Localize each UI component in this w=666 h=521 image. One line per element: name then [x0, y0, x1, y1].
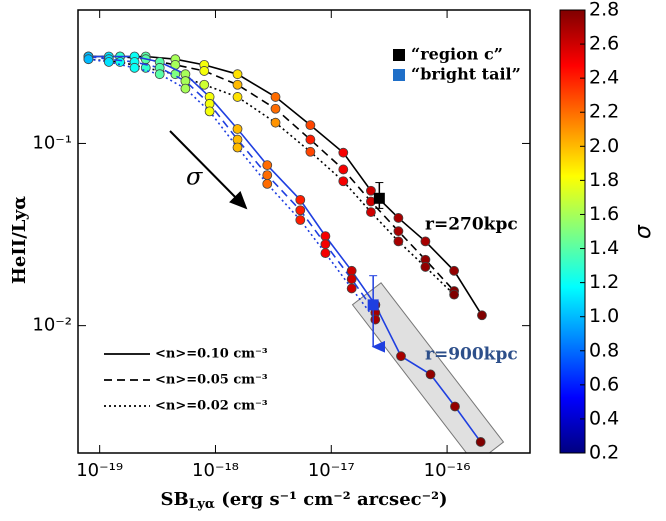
model-point — [346, 283, 357, 294]
model-point — [477, 310, 487, 321]
model-point — [450, 401, 460, 412]
colorbar-tick-label: 2.4 — [589, 67, 619, 89]
y-axis-label: HeII/Lyα — [9, 196, 30, 284]
model-point — [305, 146, 316, 157]
legend-label: <n>=0.10 cm⁻³ — [155, 347, 268, 362]
model-point — [262, 178, 273, 189]
model-label: r=900kpc — [425, 345, 518, 365]
model-point — [305, 120, 316, 131]
x-tick-label: 10⁻¹⁸ — [192, 460, 239, 481]
colorbar-tick-label: 2.0 — [589, 135, 619, 157]
colorbar — [559, 9, 586, 454]
model-point — [420, 236, 431, 247]
model-point — [295, 215, 306, 225]
x-tick-label: 10⁻¹⁶ — [424, 460, 471, 481]
model-point — [475, 437, 486, 447]
x-label-sub: Lyα — [189, 497, 215, 512]
model-point — [320, 248, 331, 259]
legend-label: <n>=0.05 cm⁻³ — [155, 373, 268, 388]
model-line — [88, 58, 376, 321]
model-point — [346, 265, 357, 276]
model-point — [338, 147, 349, 158]
model-point — [320, 231, 331, 242]
sigma-arrow — [169, 130, 248, 210]
colorbar-tick-label: 1.6 — [589, 203, 619, 225]
colorbar-tick-label: 0.6 — [589, 373, 619, 395]
model-point — [232, 92, 243, 102]
colorbar-tick-label: 1.4 — [589, 237, 619, 259]
model-point — [103, 57, 114, 67]
legend-swatch — [393, 69, 405, 81]
model-point — [425, 369, 436, 380]
model-point — [338, 176, 349, 187]
model-point — [232, 79, 243, 90]
model-point — [83, 54, 94, 65]
model-point — [393, 213, 404, 223]
model-point — [366, 207, 376, 217]
y-tick-label: 10⁻¹ — [32, 132, 72, 153]
x-label-main: SB — [160, 489, 188, 510]
sigma-annotation: σ — [186, 163, 203, 191]
x-label-rest: (erg s⁻¹ cm⁻² arcsec⁻²) — [215, 489, 448, 510]
model-point — [232, 124, 243, 134]
model-point — [199, 79, 210, 90]
model-point — [295, 194, 306, 205]
model-point — [154, 69, 165, 80]
model-label: r=270kpc — [425, 215, 518, 235]
model-point — [199, 66, 210, 76]
plot-frame — [77, 9, 531, 454]
model-line — [88, 55, 483, 316]
legend-swatch — [393, 49, 405, 61]
colorbar-tick-label: 0.8 — [589, 339, 619, 361]
colorbar-tick-label: 1.2 — [589, 271, 619, 293]
colorbar-tick-label: 2.2 — [589, 101, 619, 123]
model-point — [370, 314, 381, 325]
x-tick-label: 10⁻¹⁹ — [76, 460, 123, 481]
model-point — [338, 164, 349, 175]
model-point — [393, 236, 404, 247]
model-point — [346, 274, 357, 285]
x-tick-label: 10⁻¹⁷ — [308, 460, 355, 481]
colorbar-tick-label: 2.6 — [589, 33, 619, 55]
y-tick-label: 10⁻² — [32, 315, 72, 336]
model-point — [396, 351, 406, 362]
model-point — [262, 170, 273, 181]
model-point — [295, 205, 306, 216]
colorbar-tick-label: 0.4 — [589, 407, 619, 429]
colorbar-tick-label: 1.8 — [589, 169, 619, 191]
observation-marker — [373, 192, 385, 204]
model-point — [129, 62, 140, 73]
legend-label: “region c” — [411, 45, 503, 64]
model-point — [270, 117, 281, 128]
model-point — [232, 142, 243, 153]
legend-label: “bright tail” — [411, 65, 521, 84]
colorbar-tick-label: 1.0 — [589, 305, 619, 327]
colorbar-tick-label: 2.8 — [589, 0, 619, 21]
model-point — [449, 289, 460, 300]
legend-label: <n>=0.02 cm⁻³ — [155, 399, 268, 414]
x-axis-label: SBLyα (erg s⁻¹ cm⁻² arcsec⁻²) — [160, 489, 447, 512]
model-point — [180, 83, 191, 94]
colorbar-label: σ — [631, 224, 656, 239]
observation-marker — [367, 299, 379, 311]
model-point — [232, 69, 243, 80]
model-line — [88, 55, 376, 314]
model-point — [449, 265, 460, 276]
model-point — [305, 134, 316, 145]
model-point — [270, 92, 281, 102]
model-line — [88, 55, 376, 306]
model-point — [320, 239, 331, 250]
model-point — [270, 103, 281, 114]
model-point — [393, 226, 404, 237]
model-point — [420, 262, 431, 272]
colorbar-tick-label: 0.2 — [589, 442, 619, 464]
model-point — [366, 185, 376, 196]
model-point — [262, 160, 273, 171]
extrapolation-band — [351, 282, 505, 453]
model-point — [204, 106, 215, 117]
